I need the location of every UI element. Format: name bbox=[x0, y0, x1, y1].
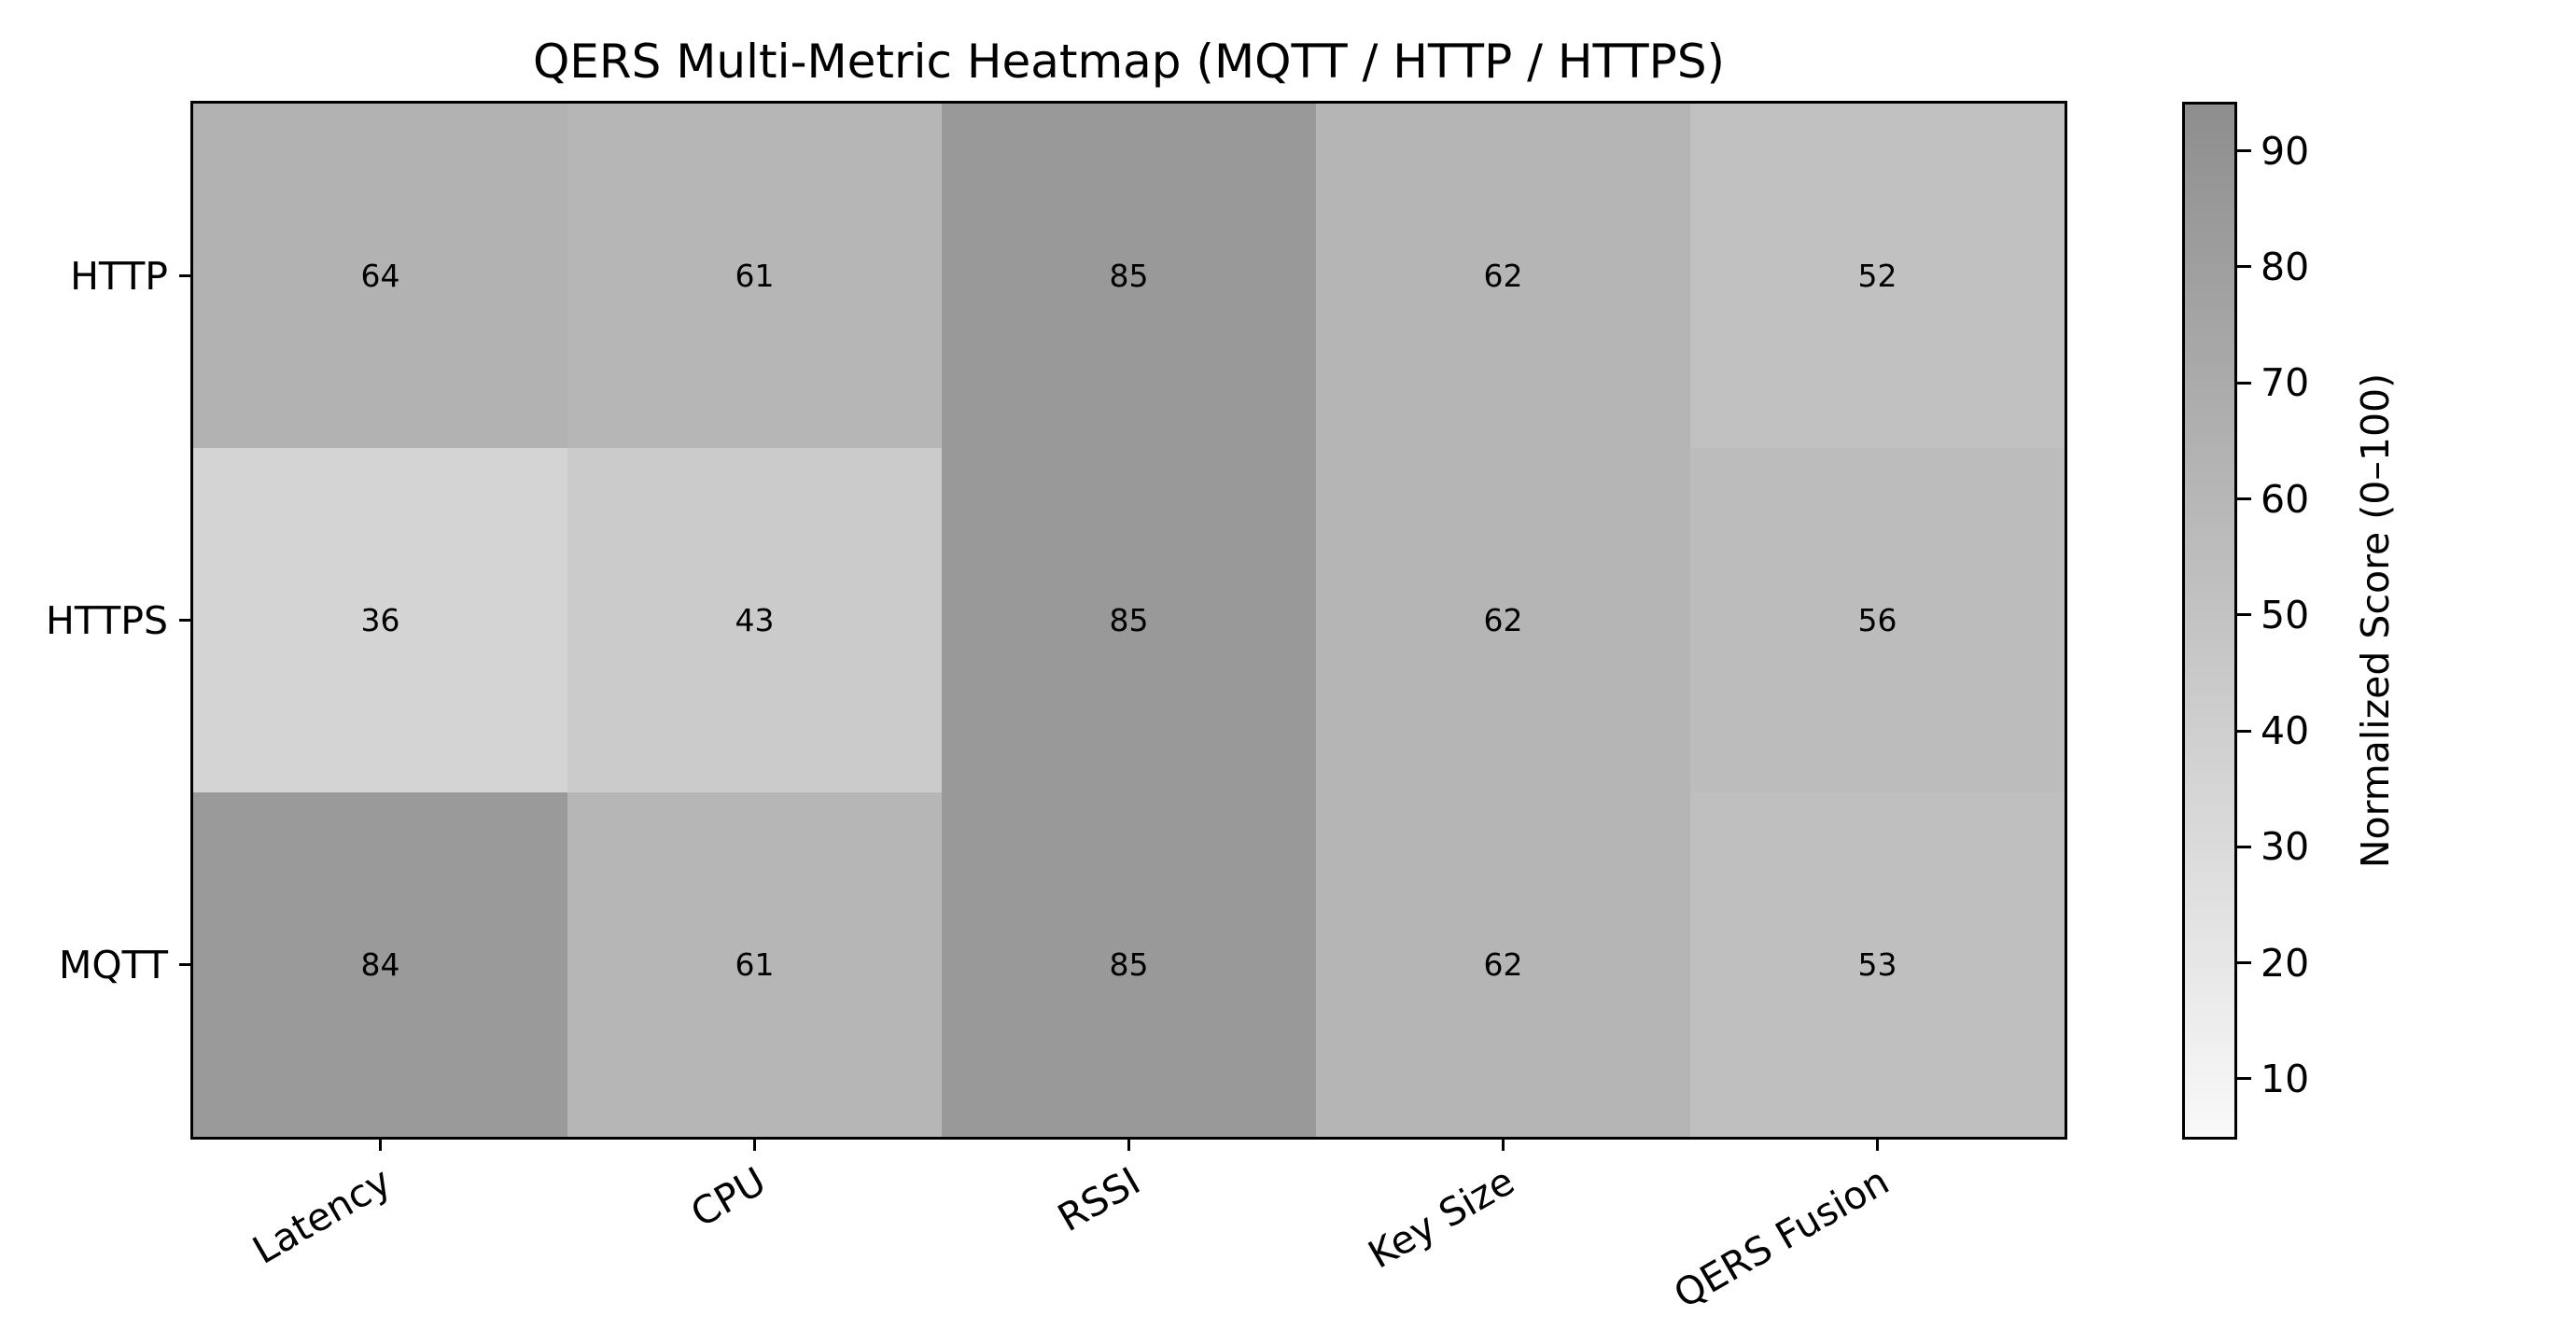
x-axis-tick bbox=[379, 1137, 382, 1151]
colorbar-tick bbox=[2237, 613, 2251, 617]
colorbar-tick bbox=[2237, 497, 2251, 501]
cell-value: 62 bbox=[1483, 946, 1523, 983]
cell-value: 53 bbox=[1857, 946, 1897, 983]
heatmap-cell: 61 bbox=[567, 104, 942, 448]
colorbar-tick bbox=[2237, 381, 2251, 385]
heatmap-cell: 56 bbox=[1690, 448, 2065, 792]
colorbar-gradient bbox=[2185, 105, 2234, 1137]
colorbar-tick-label: 50 bbox=[2261, 592, 2310, 637]
x-axis-tick bbox=[1876, 1137, 1879, 1151]
cell-value: 56 bbox=[1857, 602, 1897, 638]
cell-value: 61 bbox=[735, 946, 775, 983]
colorbar-tick-label: 40 bbox=[2261, 708, 2310, 754]
cell-value: 84 bbox=[360, 946, 400, 983]
colorbar-tick-label: 70 bbox=[2261, 360, 2310, 406]
colorbar-tick bbox=[2237, 961, 2251, 965]
colorbar-tick bbox=[2237, 729, 2251, 733]
column-label: Latency bbox=[245, 1158, 399, 1273]
x-axis-tick bbox=[1502, 1137, 1505, 1151]
colorbar-tick bbox=[2237, 149, 2251, 153]
cell-value: 62 bbox=[1483, 258, 1523, 294]
heatmap-cell: 62 bbox=[1316, 104, 1690, 448]
column-label: QERS Fusion bbox=[1666, 1158, 1897, 1318]
heatmap-cell: 52 bbox=[1690, 104, 2065, 448]
heatmap-cell: 85 bbox=[942, 104, 1316, 448]
heatmap-cell: 64 bbox=[193, 104, 567, 448]
heatmap-cell: 62 bbox=[1316, 792, 1690, 1137]
y-axis-tick bbox=[179, 619, 193, 622]
x-axis-tick bbox=[753, 1137, 756, 1151]
column-label: Key Size bbox=[1360, 1158, 1522, 1278]
cell-value: 52 bbox=[1857, 258, 1897, 294]
cell-value: 36 bbox=[360, 602, 400, 638]
heatmap-cell: 84 bbox=[193, 792, 567, 1137]
heatmap-cell: 61 bbox=[567, 792, 942, 1137]
row-label: HTTP bbox=[70, 253, 168, 299]
x-axis-tick bbox=[1127, 1137, 1130, 1151]
cell-value: 85 bbox=[1109, 258, 1149, 294]
cell-value: 85 bbox=[1109, 946, 1149, 983]
heatmap-cell: 62 bbox=[1316, 448, 1690, 792]
chart-title: QERS Multi-Metric Heatmap (MQTT / HTTP /… bbox=[532, 35, 1726, 89]
colorbar-tick bbox=[2237, 1077, 2251, 1081]
column-label: RSSI bbox=[1050, 1158, 1148, 1241]
colorbar-tick-label: 10 bbox=[2261, 1056, 2310, 1101]
y-axis-tick bbox=[179, 274, 193, 277]
heatmap-cell: 85 bbox=[942, 448, 1316, 792]
cell-value: 43 bbox=[735, 602, 775, 638]
colorbar-tick bbox=[2237, 845, 2251, 848]
colorbar-tick-label: 90 bbox=[2261, 128, 2310, 174]
y-axis-tick bbox=[179, 963, 193, 966]
colorbar-tick-label: 30 bbox=[2261, 824, 2310, 870]
colorbar-tick-label: 20 bbox=[2261, 940, 2310, 986]
colorbar bbox=[2182, 102, 2237, 1140]
row-label: HTTPS bbox=[46, 597, 168, 643]
heatmap-cell: 36 bbox=[193, 448, 567, 792]
colorbar-tick-label: 80 bbox=[2261, 244, 2310, 289]
colorbar-tick-label: 60 bbox=[2261, 476, 2310, 522]
heatmap-plot: 64 61 85 62 52 36 43 85 62 56 84 61 85 62 53 bbox=[193, 104, 2065, 1137]
heatmap-cell: 85 bbox=[942, 792, 1316, 1137]
column-label: CPU bbox=[683, 1158, 774, 1237]
colorbar-axis-label: Normalized Score (0–100) bbox=[2353, 372, 2398, 869]
heatmap-cell: 53 bbox=[1690, 792, 2065, 1137]
row-label: MQTT bbox=[58, 942, 168, 987]
heatmap-cell: 43 bbox=[567, 448, 942, 792]
cell-value: 62 bbox=[1483, 602, 1523, 638]
cell-value: 85 bbox=[1109, 602, 1149, 638]
cell-value: 61 bbox=[735, 258, 775, 294]
cell-value: 64 bbox=[360, 258, 400, 294]
colorbar-tick bbox=[2237, 265, 2251, 269]
